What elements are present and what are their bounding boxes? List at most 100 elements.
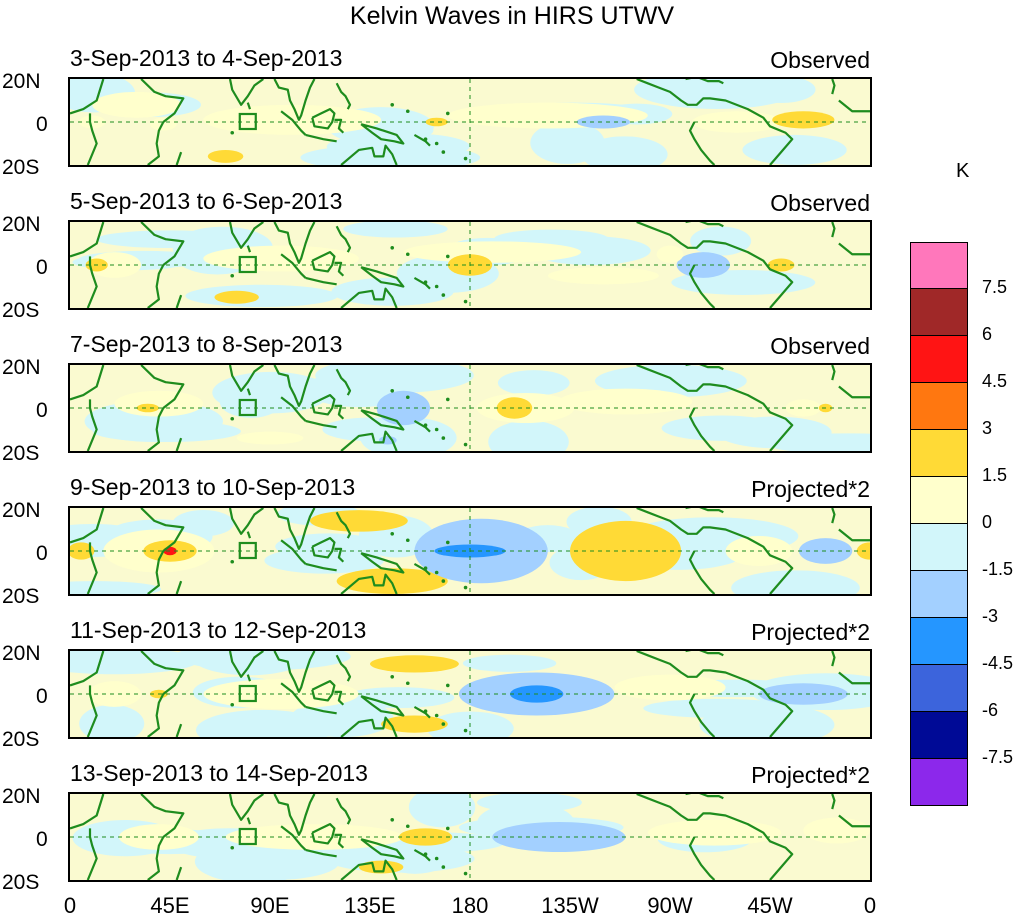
island (434, 427, 439, 432)
latitude-label-south: 20S (2, 585, 40, 608)
latitude-label-south: 20S (2, 871, 40, 894)
coastline (685, 508, 724, 514)
negative-anomaly-patch (343, 222, 448, 238)
island (434, 284, 439, 289)
coastline (246, 245, 252, 253)
coastline (70, 365, 105, 401)
negative-anomaly-patch (190, 651, 309, 676)
negative-anomaly-patch (497, 370, 570, 396)
island (463, 585, 468, 590)
anomaly-contour (647, 819, 782, 846)
longitude-label: 0 (63, 893, 77, 918)
negative-anomaly-patch (195, 709, 331, 737)
coastline (280, 825, 307, 851)
coastline (311, 537, 336, 559)
anomaly-contour (207, 149, 244, 163)
colorbar-swatch (910, 759, 968, 806)
coastline (334, 833, 345, 849)
panel-dates: 9-Sep-2013 to 10-Sep-2013 (70, 474, 356, 500)
coastline (340, 859, 398, 880)
longitude-label: 45E (150, 893, 190, 918)
coastline (246, 102, 252, 110)
coastline (140, 794, 185, 880)
island (230, 273, 235, 278)
negative-anomaly-patch (488, 420, 569, 451)
map-panel-2: 5-Sep-2013 to 6-Sep-2013 Observed 20N 0 20S (0, 188, 1024, 328)
latitude-label-north: 20N (2, 213, 41, 236)
panel-dates: 7-Sep-2013 to 8-Sep-2013 (70, 331, 343, 357)
coastline (838, 242, 870, 256)
colorbar-tick-label: -4.5 (982, 653, 1014, 673)
negative-anomaly-patch (342, 687, 455, 709)
coastline (246, 531, 252, 539)
anomaly-contour (576, 115, 630, 129)
coastline (273, 508, 316, 550)
coastline (140, 222, 185, 308)
coastline (335, 225, 352, 253)
anomaly-contour (370, 655, 459, 673)
anomaly-contour (496, 397, 533, 419)
coastline (636, 79, 794, 165)
coastline (838, 814, 870, 828)
island (423, 280, 428, 284)
anomaly-map (70, 794, 870, 880)
colorbar-swatch (910, 477, 968, 524)
negative-anomaly-patch (315, 365, 474, 393)
coastline (86, 256, 98, 308)
latitude-label-north: 20N (2, 785, 41, 808)
coastline (228, 508, 264, 535)
coastline (688, 836, 716, 880)
island (405, 109, 410, 114)
island (390, 389, 395, 393)
colorbar-tick-label: -3 (982, 606, 999, 626)
island (445, 254, 450, 259)
longitude-label: 90E (250, 893, 290, 918)
panel-dates: 13-Sep-2013 to 14-Sep-2013 (70, 760, 368, 786)
coastline (70, 222, 105, 258)
colorbar-swatch (910, 383, 968, 430)
latitude-label-south: 20S (2, 156, 40, 179)
coastline (340, 716, 398, 737)
panel-dates: 3-Sep-2013 to 4-Sep-2013 (70, 45, 343, 71)
map-panel-3: 7-Sep-2013 to 8-Sep-2013 Observed 20N 0 20S (0, 331, 1024, 471)
coastline (311, 394, 336, 416)
coastline (86, 828, 98, 880)
negative-anomaly-patch (194, 839, 314, 880)
coastline (175, 866, 183, 880)
coastline (335, 82, 352, 110)
island (230, 559, 235, 564)
colorbar-tick-label: 3 (982, 418, 993, 438)
coastline (280, 682, 307, 708)
coastline (335, 368, 352, 396)
coastline (340, 144, 398, 165)
negative-anomaly-patch (634, 79, 800, 109)
colorbar (910, 242, 968, 806)
anomaly-contour (310, 510, 408, 532)
latitude-label-south: 20S (2, 728, 40, 751)
map-frame (68, 220, 872, 310)
coastline (175, 723, 183, 737)
anomaly-contour (92, 91, 182, 118)
latitude-label-equator: 0 (36, 256, 48, 279)
coastline (831, 508, 836, 524)
coastline (335, 654, 352, 682)
colorbar-swatch (910, 242, 968, 289)
island (405, 681, 410, 686)
colorbar-tick-label: 7.5 (982, 277, 1008, 297)
colorbar-units: K (956, 160, 970, 182)
colorbar-tick-label: 6 (982, 324, 993, 344)
island (445, 826, 450, 831)
colorbar-swatch (910, 618, 968, 665)
island (434, 570, 439, 575)
anomaly-contour (767, 258, 795, 272)
coastline (273, 79, 316, 121)
colorbar-swatch (910, 430, 968, 477)
coastline (335, 511, 352, 539)
anomaly-map (70, 651, 870, 737)
island (390, 532, 395, 536)
island (230, 416, 235, 421)
coastline (831, 222, 836, 238)
coastline (413, 276, 431, 290)
coastline (636, 222, 794, 308)
anomaly-contour (376, 390, 431, 426)
